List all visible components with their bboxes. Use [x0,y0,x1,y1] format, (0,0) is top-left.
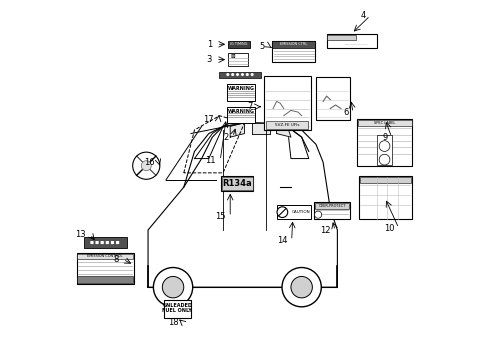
Text: 17: 17 [203,115,214,124]
Text: 7: 7 [247,102,253,111]
Text: ■ ■ ■ ■ ■ ■: ■ ■ ■ ■ ■ ■ [90,240,120,244]
FancyBboxPatch shape [357,120,411,126]
FancyBboxPatch shape [272,41,315,48]
FancyBboxPatch shape [326,35,355,40]
Text: CAUTION: CAUTION [291,210,310,214]
Text: 3: 3 [206,55,211,64]
Text: 2: 2 [223,132,228,141]
FancyBboxPatch shape [358,176,411,219]
Text: IG TIMING: IG TIMING [230,42,247,46]
FancyBboxPatch shape [163,300,190,318]
Circle shape [314,211,321,218]
FancyBboxPatch shape [264,76,310,130]
FancyBboxPatch shape [77,253,134,284]
Circle shape [378,154,389,165]
Polygon shape [230,123,244,137]
Text: 16: 16 [143,158,154,167]
Circle shape [132,152,160,179]
FancyBboxPatch shape [314,203,348,208]
FancyBboxPatch shape [222,177,252,190]
Text: R134a: R134a [222,179,252,188]
Text: 15: 15 [215,212,225,221]
FancyBboxPatch shape [265,121,307,129]
Text: ⊠: ⊠ [230,54,234,59]
Text: 6: 6 [343,108,348,117]
FancyBboxPatch shape [376,135,391,165]
Text: 9: 9 [381,132,386,141]
Polygon shape [251,123,269,134]
Text: ___________: ___________ [343,41,366,45]
FancyBboxPatch shape [226,107,255,123]
Circle shape [153,267,192,307]
Circle shape [378,141,389,152]
Text: EMISSION CTRL: EMISSION CTRL [280,42,307,46]
Text: OVER-PROTECT: OVER-PROTECT [318,204,345,208]
Text: 5VZ-FE UFIs: 5VZ-FE UFIs [274,123,299,127]
FancyBboxPatch shape [228,53,247,66]
FancyBboxPatch shape [226,84,255,102]
Circle shape [282,267,321,307]
Text: 18: 18 [168,318,179,327]
Polygon shape [276,126,290,137]
FancyBboxPatch shape [326,33,376,48]
Circle shape [290,276,312,298]
FancyBboxPatch shape [272,41,315,62]
Circle shape [276,207,287,217]
Circle shape [162,276,183,298]
FancyBboxPatch shape [219,72,260,78]
Text: WARNING: WARNING [227,86,254,91]
Text: 10: 10 [383,224,394,233]
FancyBboxPatch shape [77,276,133,283]
Text: ● ● ● ● ● ●: ● ● ● ● ● ● [225,73,253,77]
FancyBboxPatch shape [276,205,310,219]
Text: UNLEADED: UNLEADED [162,302,191,307]
Text: 13: 13 [75,230,85,239]
Text: 4: 4 [360,11,365,20]
FancyBboxPatch shape [77,254,133,259]
Text: 11: 11 [205,156,216,165]
Text: 12: 12 [320,226,330,235]
Text: 8: 8 [113,255,119,264]
Text: EMISSION CONTROL: EMISSION CONTROL [87,255,122,258]
Text: 1: 1 [207,40,212,49]
Text: FUEL ONLY: FUEL ONLY [162,308,191,313]
Text: WARNING: WARNING [227,109,254,113]
FancyBboxPatch shape [221,176,253,191]
Text: SPEC LABEL: SPEC LABEL [373,121,394,125]
Circle shape [141,161,151,171]
Text: 14: 14 [276,236,287,245]
Text: 5: 5 [259,41,264,50]
FancyBboxPatch shape [83,237,126,248]
FancyBboxPatch shape [228,41,249,48]
FancyBboxPatch shape [313,202,349,219]
FancyBboxPatch shape [359,177,410,183]
FancyBboxPatch shape [356,119,411,166]
FancyBboxPatch shape [315,77,349,120]
